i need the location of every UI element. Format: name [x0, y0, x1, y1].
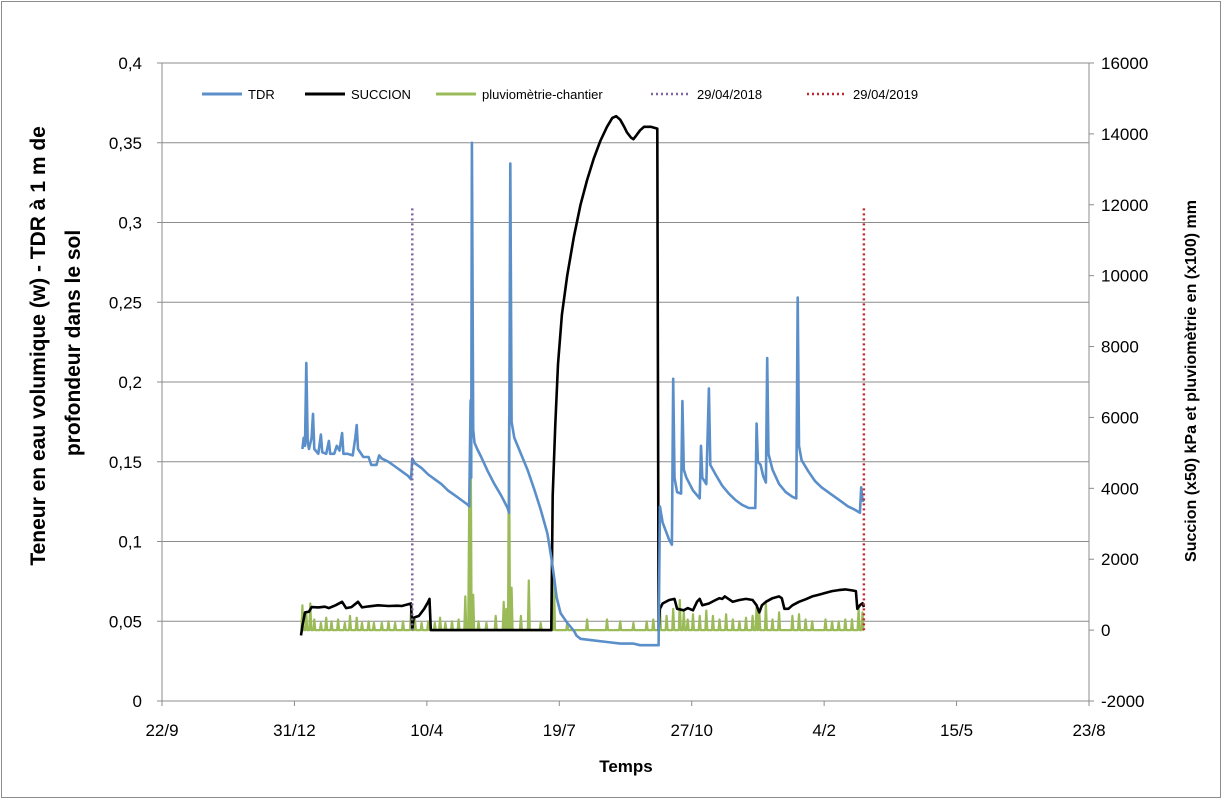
- series-pluviometrie: [300, 398, 865, 632]
- legend-label: pluviomètrie-chantier: [482, 87, 603, 102]
- x-tick-label: 22/9: [145, 721, 178, 740]
- series-line-succion: [299, 114, 866, 636]
- right-y-tick-label: 4000: [1101, 479, 1139, 498]
- left-y-tick-label: 0: [133, 692, 142, 711]
- x-tick-label: 23/8: [1072, 721, 1105, 740]
- x-tick-label: 31/12: [273, 721, 316, 740]
- x-tick-label: 27/10: [670, 721, 713, 740]
- series-layer: [299, 114, 866, 647]
- left-y-tick-label: 0,15: [109, 453, 142, 472]
- left-y-tick-label: 0,3: [118, 214, 142, 233]
- x-tick-label: 4/2: [812, 721, 836, 740]
- x-tick-label: 10/4: [410, 721, 443, 740]
- right-y-axis-title: Succion (x50) kPa et pluviomètrie en (x1…: [1183, 200, 1200, 562]
- series-line-tdr: [301, 141, 865, 647]
- left-y-tick-label: 0,25: [109, 293, 142, 312]
- left-y-tick-label: 0,1: [118, 533, 142, 552]
- legend-label: 29/04/2018: [697, 87, 762, 102]
- tick-labels: 0 0,05 0,1 0,15 0,2 0,25 0,3 0,35 0,4 -2000 0 2000 4…: [109, 54, 1148, 740]
- legend-label: TDR: [248, 87, 275, 102]
- gridlines: [162, 62, 1089, 622]
- x-tick-label: 15/5: [940, 721, 973, 740]
- right-y-tick-label: -2000: [1101, 692, 1144, 711]
- x-tick-label: 19/7: [543, 721, 576, 740]
- right-y-tick-label: 16000: [1101, 54, 1148, 73]
- right-y-tick-label: 8000: [1101, 338, 1139, 357]
- legend-label: 29/04/2019: [853, 87, 918, 102]
- right-y-tick-label: 12000: [1101, 196, 1148, 215]
- x-axis-title: Temps: [599, 757, 653, 776]
- right-y-tick-label: 14000: [1101, 125, 1148, 144]
- axes: [157, 62, 1094, 706]
- legend: TDR SUCCION pluviomètrie-chantier 29/04/201…: [202, 87, 918, 102]
- left-y-tick-label: 0,2: [118, 373, 142, 392]
- left-y-axis-title: Teneur en eau volumique (w) - TDR à 1 m …: [27, 120, 85, 565]
- left-y-axis-title-line-1: Teneur en eau volumique (w) - TDR à 1 m …: [27, 126, 50, 566]
- legend-label: SUCCION: [351, 87, 411, 102]
- left-y-tick-label: 0,05: [109, 612, 142, 631]
- right-y-tick-label: 2000: [1101, 550, 1139, 569]
- right-y-tick-label: 6000: [1101, 408, 1139, 427]
- left-y-tick-label: 0,4: [118, 54, 142, 73]
- left-y-tick-label: 0,35: [109, 134, 142, 153]
- right-y-tick-label: 10000: [1101, 267, 1148, 286]
- left-y-axis-title-line-2: profondeur dans le sol: [62, 230, 85, 456]
- right-y-tick-label: 0: [1101, 621, 1110, 640]
